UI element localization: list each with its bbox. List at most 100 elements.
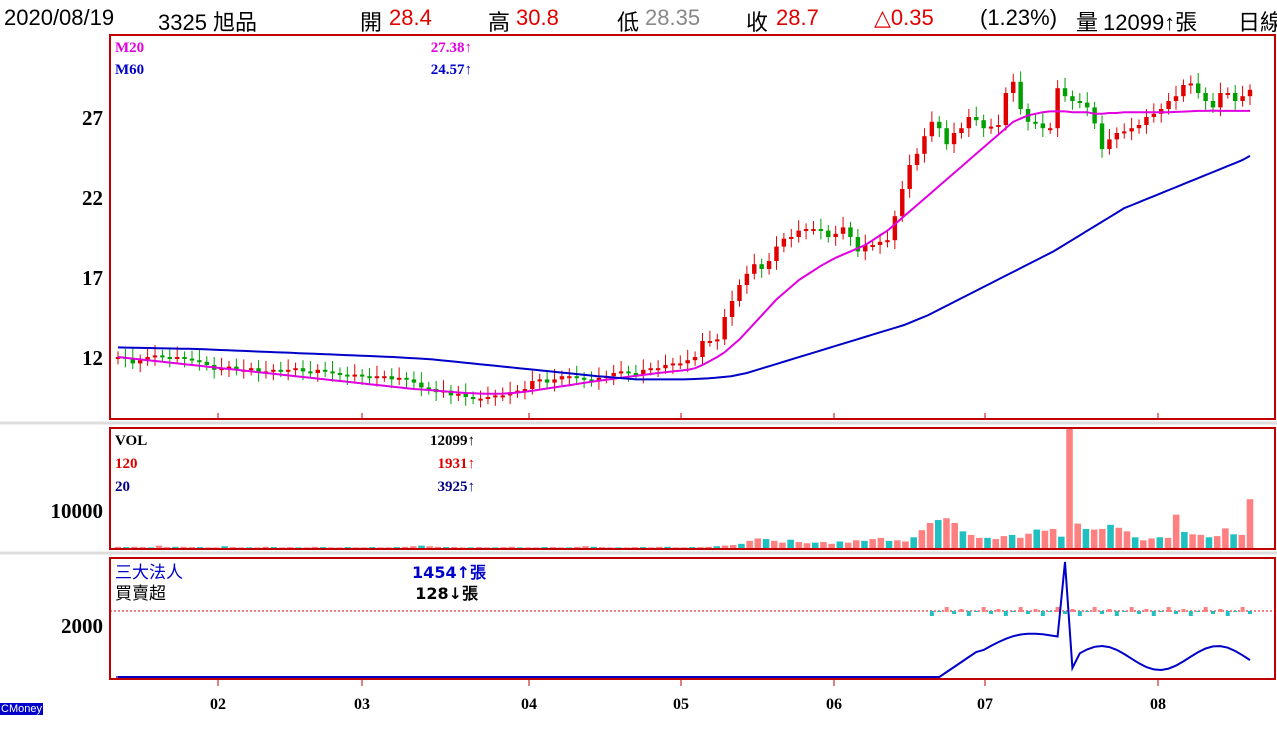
volume-bar bbox=[467, 547, 475, 548]
m20-legend-name: M20 bbox=[115, 40, 144, 56]
volume-panel-frame bbox=[109, 427, 1276, 550]
candle-body bbox=[485, 397, 491, 399]
volume-bar bbox=[656, 546, 663, 548]
volume-bar bbox=[565, 547, 573, 548]
candle-body bbox=[618, 371, 624, 374]
candle-body bbox=[840, 227, 846, 234]
high-value: 30.8 bbox=[516, 5, 559, 30]
candle-body bbox=[426, 387, 431, 390]
candle-body bbox=[589, 379, 594, 382]
volume-bar bbox=[598, 547, 606, 548]
candle-body bbox=[470, 397, 476, 399]
volume-bar bbox=[1156, 537, 1164, 548]
volume-bar bbox=[451, 547, 458, 548]
volume-bar bbox=[574, 546, 581, 548]
volume-bar bbox=[442, 547, 450, 548]
volume-bar bbox=[516, 547, 524, 548]
candle-body bbox=[1247, 89, 1253, 97]
candle-body bbox=[648, 368, 653, 371]
candle-body bbox=[567, 376, 572, 379]
net-bar bbox=[1233, 611, 1238, 612]
month-tick-label: 06 bbox=[826, 696, 842, 713]
volume-bar bbox=[114, 546, 122, 548]
volume-bar bbox=[770, 540, 778, 548]
candle-body bbox=[966, 117, 972, 129]
candle-body bbox=[500, 395, 505, 398]
volume-bar bbox=[475, 547, 483, 548]
candle-body bbox=[655, 368, 661, 371]
stock-name: 3325 旭品 bbox=[158, 10, 258, 35]
candle-body bbox=[1144, 117, 1149, 125]
candle-body bbox=[396, 377, 402, 380]
volume-bar bbox=[418, 545, 425, 548]
candle-body bbox=[1151, 113, 1157, 117]
candle-body bbox=[411, 379, 417, 383]
month-tick-label: 03 bbox=[354, 696, 370, 713]
volume-bar bbox=[852, 540, 860, 548]
open-value: 28.4 bbox=[389, 5, 432, 30]
net-bar bbox=[1026, 611, 1031, 614]
candle-body bbox=[160, 355, 165, 358]
volume-bar bbox=[967, 534, 975, 548]
volume-bar bbox=[820, 542, 827, 548]
volume-bar bbox=[131, 546, 138, 548]
volume-bar bbox=[680, 547, 688, 548]
vol120-legend-name: 120 bbox=[115, 456, 138, 472]
volume-bar bbox=[204, 547, 212, 548]
candle-body bbox=[367, 376, 372, 379]
volume-bar bbox=[1197, 534, 1205, 548]
candle-body bbox=[544, 379, 550, 383]
month-tick-label: 04 bbox=[521, 696, 537, 713]
volume-bar bbox=[147, 547, 155, 548]
volume-bar bbox=[549, 547, 557, 548]
volume-bar bbox=[1033, 529, 1041, 548]
candle-body bbox=[707, 341, 713, 343]
candle-body bbox=[322, 369, 328, 372]
candle-body bbox=[448, 390, 454, 396]
candle-body bbox=[1195, 83, 1201, 93]
volume-bar bbox=[541, 547, 548, 548]
volume-bar bbox=[1164, 537, 1172, 548]
candle-body bbox=[774, 246, 779, 261]
volume-bar bbox=[688, 547, 696, 548]
candle-body bbox=[1232, 93, 1238, 101]
volume-bar bbox=[1115, 527, 1123, 548]
net-bar bbox=[1033, 609, 1038, 612]
net-bar bbox=[1003, 611, 1008, 616]
candle-body bbox=[419, 382, 424, 388]
volume-bar bbox=[336, 547, 343, 548]
candle-body bbox=[315, 369, 320, 373]
volume-bar bbox=[959, 531, 967, 548]
net-bar bbox=[1114, 611, 1119, 616]
candle-body bbox=[789, 237, 794, 239]
volume-bar bbox=[697, 547, 704, 548]
volume-bar bbox=[524, 547, 532, 548]
ma20-line bbox=[117, 109, 1250, 395]
high-label: 高 bbox=[488, 10, 511, 35]
volume-bar bbox=[492, 547, 499, 548]
candle-body bbox=[959, 128, 964, 133]
candle-body bbox=[1114, 133, 1120, 140]
net-bar bbox=[1092, 607, 1097, 612]
vol20-legend-value: 3925↑ bbox=[438, 479, 476, 495]
candle-body bbox=[1055, 88, 1060, 129]
candle-body bbox=[197, 360, 202, 363]
net-bar bbox=[1218, 609, 1223, 612]
volume-bar bbox=[327, 547, 335, 548]
volume-bar bbox=[984, 537, 991, 548]
price-axis-tick: 22 bbox=[82, 186, 103, 210]
candle-body bbox=[352, 374, 357, 377]
volume-bar bbox=[557, 547, 565, 548]
candle-body bbox=[944, 128, 949, 145]
volume-bar bbox=[893, 540, 901, 548]
candle-body bbox=[248, 368, 254, 371]
candle-body bbox=[715, 339, 720, 342]
volume-bar bbox=[1082, 528, 1090, 548]
candle-body bbox=[1240, 96, 1245, 101]
volume-bar bbox=[286, 547, 294, 548]
volume-value: 12099↑張 bbox=[1103, 10, 1198, 35]
candle-body bbox=[752, 264, 757, 274]
net-bar bbox=[937, 611, 942, 612]
volume-bar bbox=[237, 547, 245, 548]
vol120-legend-value: 1931↑ bbox=[438, 456, 476, 472]
